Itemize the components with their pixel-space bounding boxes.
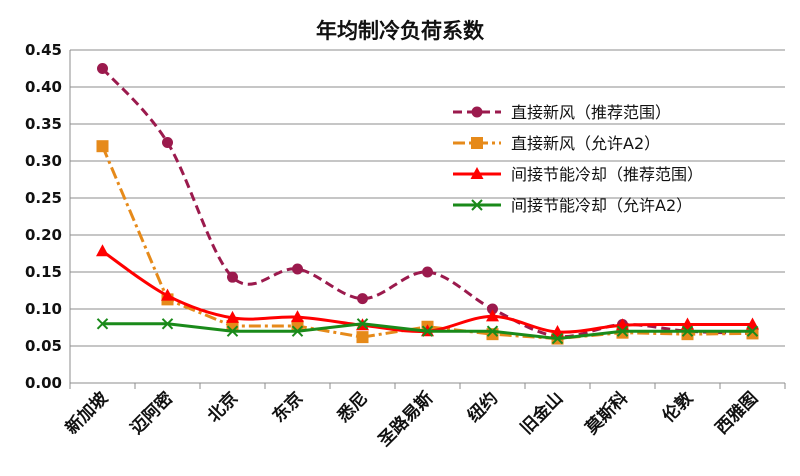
x-tick-label: 莫斯科 <box>580 388 632 440</box>
legend-label: 间接节能冷却（允许A2） <box>511 196 692 215</box>
x-tick-label: 圣路易斯 <box>374 388 437 451</box>
data-point <box>226 310 239 323</box>
y-tick-label: 0.20 <box>25 226 62 244</box>
legend-item: 直接新风（推荐范围） <box>453 103 671 122</box>
y-tick-label: 0.15 <box>25 263 62 281</box>
data-point <box>227 271 238 283</box>
data-point <box>292 263 303 275</box>
series-line <box>101 250 753 334</box>
data-point <box>356 331 369 344</box>
data-point <box>487 303 498 315</box>
legend: 直接新风（推荐范围） 直接新风（允许A2） 间接节能冷却（推荐范围） 间接节能冷却（允… <box>453 103 703 215</box>
data-point <box>551 332 564 345</box>
x-tick-label: 北京 <box>203 388 242 427</box>
chart-title: 年均制冷负荷系数 <box>316 19 485 43</box>
data-point <box>746 325 759 337</box>
y-tick-label: 0.40 <box>25 78 62 96</box>
y-tick-label: 0.05 <box>25 337 62 355</box>
y-tick-label: 0.45 <box>25 41 62 59</box>
x-tick-label: 迈阿密 <box>126 388 177 439</box>
y-tick-label: 0.30 <box>25 152 62 170</box>
data-point <box>226 325 239 337</box>
y-tick-label: 0.25 <box>25 189 62 207</box>
x-tick-label: 伦敦 <box>658 387 698 427</box>
y-axis-ticks: 0.00 0.05 0.10 0.15 0.20 0.25 0.30 0.35 0.40 0.45 <box>25 41 62 392</box>
y-tick-label: 0.10 <box>25 300 62 318</box>
data-point <box>97 63 108 74</box>
y-tick-label: 0.00 <box>25 374 62 392</box>
legend-marker <box>470 167 484 179</box>
y-tick-label: 0.35 <box>25 115 62 133</box>
data-point <box>161 318 174 330</box>
series-4 <box>96 318 759 345</box>
x-tick-label: 东京 <box>268 388 307 427</box>
data-point <box>96 244 109 257</box>
legend-item: 间接节能冷却（允许A2） <box>453 196 692 215</box>
legend-label: 直接新风（允许A2） <box>511 134 660 153</box>
data-point <box>486 309 499 322</box>
legend-item: 间接节能冷却（推荐范围） <box>453 165 703 184</box>
legend-label: 间接节能冷却（推荐范围） <box>511 165 703 184</box>
legend-item: 直接新风（允许A2） <box>453 134 660 153</box>
axes <box>69 50 786 389</box>
data-point <box>616 325 629 337</box>
data-point <box>162 137 173 148</box>
data-point <box>357 293 368 305</box>
data-point <box>681 325 694 337</box>
x-tick-label: 旧金山 <box>516 388 567 439</box>
data-point <box>96 318 109 330</box>
legend-marker <box>471 137 483 149</box>
data-point <box>291 325 304 337</box>
legend-marker <box>471 199 483 211</box>
legend-label: 直接新风（推荐范围） <box>511 103 671 122</box>
legend-marker <box>471 106 483 118</box>
data-point <box>486 325 499 337</box>
x-tick-label: 西雅图 <box>711 388 762 439</box>
data-point <box>161 288 174 301</box>
series-group <box>96 63 759 345</box>
data-point <box>291 310 304 323</box>
x-tick-label: 纽约 <box>463 388 502 427</box>
x-tick-label: 新加坡 <box>61 388 112 439</box>
series-line <box>101 145 753 341</box>
x-axis-ticks: 新加坡 迈阿密 北京 东京 悉尼 圣路易斯 纽约 旧金山 莫斯科 伦敦 西雅图 <box>61 387 762 451</box>
data-point <box>96 140 109 153</box>
x-tick-label: 悉尼 <box>333 388 372 427</box>
data-point <box>422 266 433 278</box>
data-point <box>421 325 434 337</box>
data-point <box>356 318 369 330</box>
